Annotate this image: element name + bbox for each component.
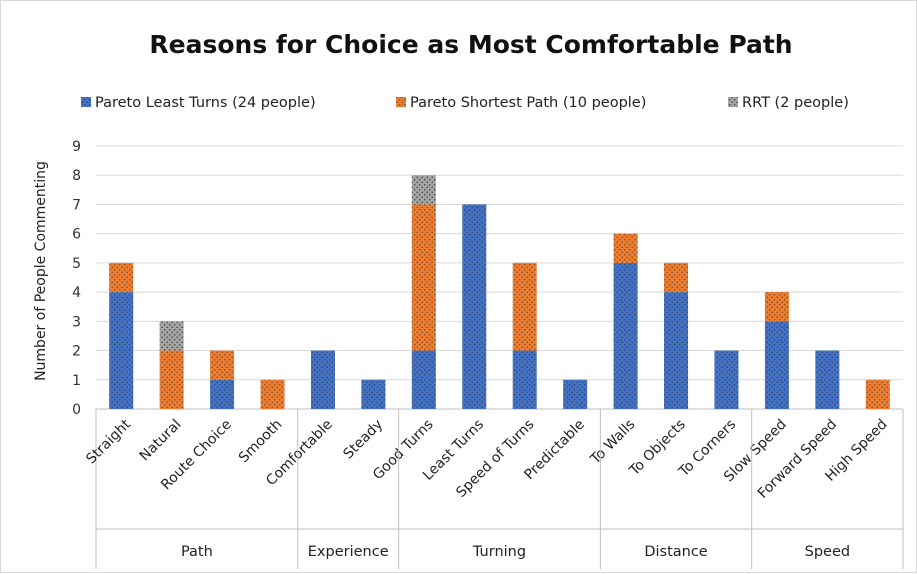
y-tick-label: 9 [72, 139, 81, 155]
bar-segment [512, 262, 537, 351]
y-tick-label: 0 [72, 402, 81, 418]
x-group-label: Distance [644, 544, 707, 560]
x-group-label: Turning [472, 544, 526, 560]
y-tick-label: 8 [72, 168, 81, 184]
legend-swatch [81, 97, 91, 107]
y-tick-label: 4 [72, 285, 81, 301]
legend-label: Pareto Shortest Path (10 people) [410, 95, 646, 111]
legend-item: RRT (2 people) [728, 95, 849, 111]
legend-label: RRT (2 people) [742, 95, 849, 111]
x-tick-label: Straight [83, 416, 134, 467]
bar-segment [411, 204, 436, 351]
legend-label: Pareto Least Turns (24 people) [95, 95, 316, 111]
bar-segment [664, 262, 689, 293]
y-tick-label: 7 [72, 197, 81, 213]
bar-segment [613, 262, 638, 409]
bar-segment [664, 292, 689, 409]
bar-segment [613, 233, 638, 263]
bar-segment [411, 350, 436, 409]
bar-segment [159, 350, 184, 409]
y-axis-ticks: 0 1 2 3 4 5 6 7 8 9 [72, 139, 81, 418]
y-tick-label: 1 [72, 373, 81, 389]
bar-segment [411, 175, 436, 205]
chart-title: Reasons for Choice as Most Comfortable P… [149, 30, 792, 59]
legend-swatch [396, 97, 406, 107]
y-tick-label: 6 [72, 227, 81, 243]
bar-segment [109, 262, 134, 293]
x-group-label: Speed [805, 544, 850, 560]
y-axis-label: Number of People Commenting [33, 161, 49, 381]
x-tick-label: Smooth [236, 417, 286, 467]
legend-swatch [728, 97, 738, 107]
bar-segment [714, 350, 739, 409]
bar-segment [462, 204, 487, 409]
bar-segment [512, 350, 537, 409]
bar-segment [159, 321, 184, 351]
bar-segment [764, 292, 789, 322]
x-tick-label: Natural [137, 417, 185, 465]
y-tick-label: 3 [72, 314, 81, 330]
legend: Pareto Least Turns (24 people) Pareto Sho… [81, 95, 849, 111]
bar-segment [210, 350, 235, 380]
bar-segment [260, 379, 285, 409]
bar-segment [109, 292, 134, 409]
x-group-label: Experience [308, 544, 389, 560]
legend-item: Pareto Least Turns (24 people) [81, 95, 316, 111]
bar-segment [361, 379, 386, 409]
x-tick-label: To Walls [587, 417, 638, 468]
y-tick-label: 2 [72, 344, 81, 360]
bars [109, 175, 890, 409]
bar-segment [764, 321, 789, 409]
x-tick-label: Steady [340, 417, 386, 463]
x-group-label: Path [181, 544, 213, 560]
bar-segment [815, 350, 840, 409]
bar-segment [563, 379, 588, 409]
bar-segment [865, 379, 890, 409]
bar-segment [310, 350, 335, 409]
bar-segment [210, 379, 235, 409]
y-tick-label: 5 [72, 256, 81, 272]
legend-item: Pareto Shortest Path (10 people) [396, 95, 646, 111]
